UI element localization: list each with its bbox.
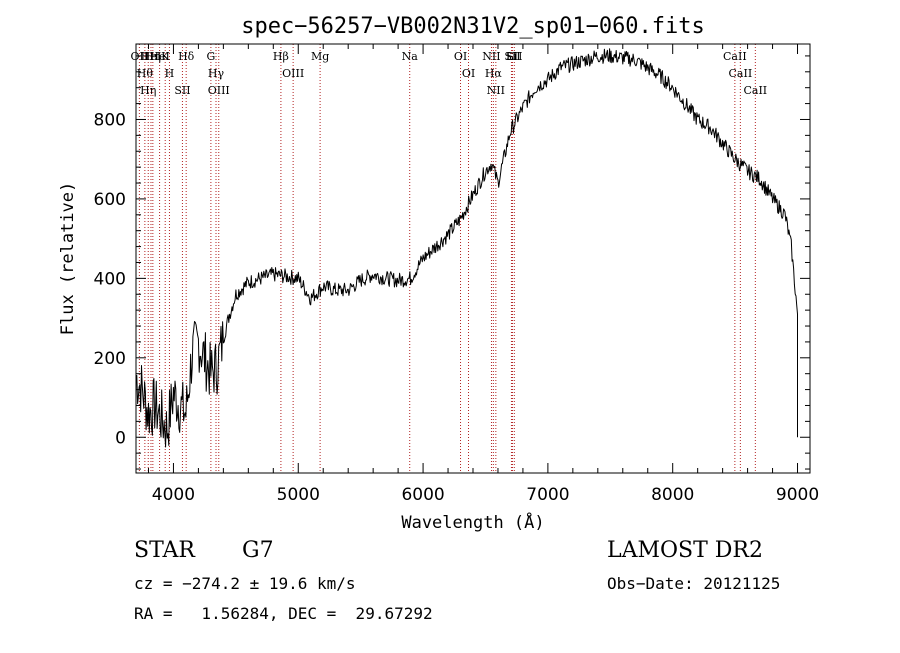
spectral-line-label: NII [482, 50, 500, 63]
spectral-line-label: Hη [145, 50, 161, 63]
spectral-line-label: OIII [282, 67, 304, 80]
spectral-line-label: SII [506, 50, 522, 63]
spectral-line-label: Hη [140, 84, 156, 97]
x-axis-label: Wavelength (Å) [401, 511, 544, 533]
spectral-line-label: G [206, 50, 215, 63]
plot-frame [135, 43, 811, 474]
spectrum-line [135, 48, 798, 448]
spectral-line-label: HeI [141, 50, 161, 63]
spectral-line-label: CaII [729, 67, 753, 80]
redshift-cz: cz = −274.2 ± 19.6 km/s [134, 574, 356, 593]
observation-date: Obs−Date: 20121125 [607, 574, 781, 593]
spectral-line-label: H [165, 67, 175, 80]
spectral-line-label: SII [504, 50, 520, 63]
object-class: STAR [134, 538, 195, 563]
spectral-line-label: SII [174, 84, 190, 97]
chart-title: spec−56257−VB002N31V2_sp01−060.fits [241, 14, 705, 39]
spectral-line-label: OII [131, 50, 149, 63]
y-tick-label: 200 [94, 349, 126, 369]
x-tick-label: 9000 [776, 485, 819, 505]
spectral-line-label: Hδ [178, 50, 195, 63]
spectral-line-label: OI [462, 67, 475, 80]
y-tick-label: 600 [94, 190, 126, 210]
spectral-line-label: Na [402, 50, 419, 63]
x-tick-label: 5000 [277, 485, 320, 505]
spectral-line-label: K [161, 50, 170, 63]
spectral-line-label: Hγ [208, 67, 225, 80]
ra-dec: RA = 1.56284, DEC = 29.67292 [134, 604, 433, 623]
spectral-line-label: OI [454, 50, 467, 63]
spectral-line-label: Hα [485, 67, 503, 80]
spectral-line-label: HeI [149, 50, 169, 63]
spectral-line-label: Hθ [137, 67, 154, 80]
y-tick-label: 800 [94, 110, 126, 130]
spectral-line-label: NII [487, 84, 505, 97]
survey-name: LAMOST DR2 [607, 538, 763, 563]
spectral-line-label: Hβ [273, 50, 289, 63]
spectral-line-label: Mg [311, 50, 329, 63]
y-tick-label: 0 [115, 428, 126, 448]
x-tick-label: 7000 [526, 485, 569, 505]
spectral-line-label: OIII [208, 84, 230, 97]
x-tick-label: 4000 [152, 485, 195, 505]
spectral-line-label: Li [506, 50, 517, 63]
y-axis-label: Flux (relative) [58, 182, 78, 336]
y-tick-label: 400 [94, 269, 126, 289]
x-tick-label: 8000 [651, 485, 694, 505]
spectral-line-label: CaII [743, 84, 767, 97]
x-tick-label: 6000 [401, 485, 444, 505]
object-subclass: G7 [242, 538, 274, 563]
spectral-line-label: CaII [723, 50, 747, 63]
